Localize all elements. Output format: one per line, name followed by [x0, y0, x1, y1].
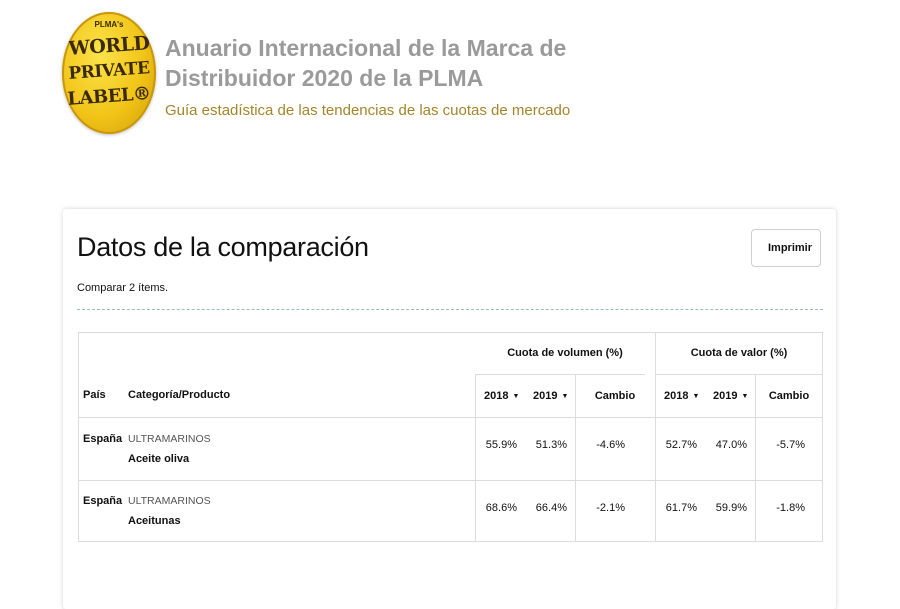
sort-vol-2018-label: 2018	[484, 390, 509, 402]
row-2-val-2018: 61.7%	[665, 502, 697, 514]
column-header-val-change: Cambio	[768, 390, 810, 402]
column-header-category: Categoría/Producto	[128, 389, 231, 401]
compare-count-text: Comparar 2 ítems.	[77, 282, 169, 294]
table-divider	[475, 374, 476, 541]
sort-desc-icon: ▼	[512, 393, 520, 400]
page-title-line-1: Anuario Internacional de la Marca de	[165, 35, 567, 61]
dashed-divider	[77, 309, 823, 310]
row-2-country: España	[83, 495, 123, 507]
row-1-val-2019: 47.0%	[715, 439, 747, 451]
sort-desc-icon: ▼	[561, 393, 569, 400]
table-divider	[79, 480, 822, 481]
row-1-product[interactable]: Aceite oliva	[128, 453, 189, 465]
row-2-val-2019: 59.9%	[715, 502, 747, 514]
row-2-product[interactable]: Aceitunas	[128, 515, 181, 527]
comparison-title: Datos de la comparación	[77, 232, 369, 262]
row-2-category: ULTRAMARINOS	[128, 495, 211, 507]
sort-desc-icon: ▼	[741, 393, 749, 400]
row-2-product-label: Aceitunas	[128, 515, 181, 527]
row-1-vol-2018: 55.9%	[485, 439, 517, 451]
volume-share-header: Cuota de volumen (%)	[507, 347, 623, 359]
column-header-country: País	[83, 389, 106, 401]
sort-vol-2019[interactable]: 2019 ▼	[533, 390, 568, 402]
column-header-vol-change: Cambio	[594, 390, 636, 402]
print-button[interactable]: Imprimir	[751, 229, 821, 267]
sort-vol-2019-label: 2019	[533, 390, 558, 402]
comparison-table: Cuota de volumen (%) Cuota de valor (%) …	[78, 332, 823, 542]
value-share-header: Cuota de valor (%)	[690, 347, 788, 359]
row-2-vol-2019: 66.4%	[535, 502, 567, 514]
logo-text-private: PRIVATE	[67, 58, 151, 84]
page-title: Anuario Internacional de la Marca de Dis…	[165, 33, 605, 93]
sort-val-2019-label: 2019	[713, 390, 738, 402]
logo-text-world: WORLD	[67, 32, 151, 60]
logo-text-top: PLMA's	[94, 20, 124, 29]
sort-val-2019[interactable]: 2019 ▼	[713, 390, 748, 402]
row-1-product-label: Aceite oliva	[128, 453, 190, 465]
row-2-vol-change: -2.1%	[596, 502, 625, 514]
row-1-vol-2019: 51.3%	[535, 439, 567, 451]
sort-val-2018[interactable]: 2018 ▼	[664, 390, 699, 402]
page-subtitle: Guía estadística de las tendencias de la…	[165, 102, 571, 119]
logo-text-label: LABEL®	[66, 83, 152, 110]
sort-val-2018-label: 2018	[664, 390, 689, 402]
row-2-val-change: -1.8%	[776, 502, 805, 514]
table-divider	[655, 333, 656, 541]
row-1-val-2018: 52.7%	[665, 439, 697, 451]
row-1-country: España	[83, 433, 123, 445]
plma-logo: PLMA's WORLD PRIVATE LABEL®	[62, 12, 156, 134]
table-divider	[655, 374, 823, 375]
row-2-vol-2018: 68.6%	[485, 502, 517, 514]
sort-desc-icon: ▼	[692, 393, 700, 400]
table-divider	[475, 374, 645, 375]
row-1-category: ULTRAMARINOS	[128, 433, 211, 445]
row-1-vol-change: -4.6%	[596, 439, 625, 451]
table-divider	[79, 417, 822, 418]
table-divider	[755, 374, 756, 541]
table-divider	[575, 374, 576, 541]
sort-vol-2018[interactable]: 2018 ▼	[484, 390, 519, 402]
page-title-line-2: Distribuidor 2020 de la PLMA	[165, 65, 484, 91]
comparison-card: Datos de la comparación Imprimir Compara…	[63, 209, 836, 609]
row-1-val-change: -5.7%	[776, 439, 805, 451]
